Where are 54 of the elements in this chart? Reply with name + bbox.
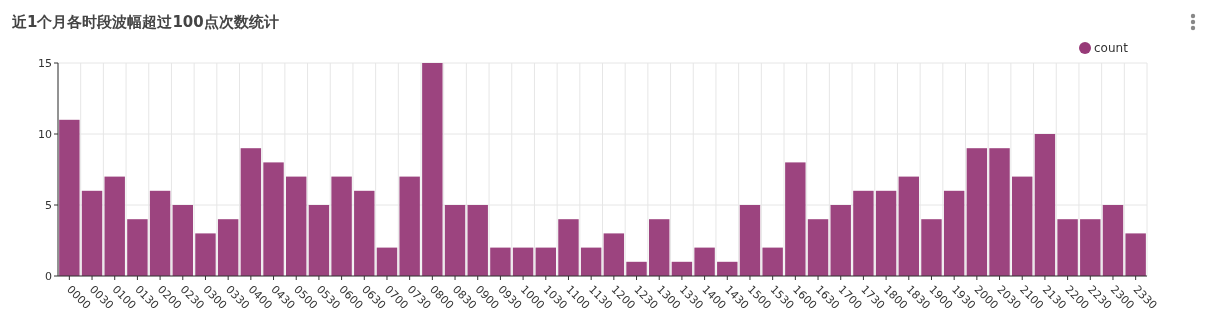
bar [444,205,466,276]
bar [467,205,488,276]
bar [308,205,330,276]
chart-title: 近1个月各时段波幅超过100点次数统计 [11,13,279,31]
bar [263,162,284,276]
bar [127,219,148,276]
bar [59,119,80,276]
bar [399,176,420,276]
bar [286,176,307,276]
bar [785,162,806,276]
bar [104,176,125,276]
bar [240,148,262,276]
bar [1102,205,1124,276]
bar [1012,176,1033,276]
bar [626,261,647,276]
y-tick-label: 0 [45,270,52,283]
bar [217,219,239,276]
bar [535,247,556,276]
bar [921,219,942,276]
bar [1034,134,1056,276]
bar [512,247,534,276]
bar [989,148,1010,276]
y-tick-label: 5 [45,199,52,212]
bar [830,205,851,276]
bar [580,247,602,276]
bar [1080,219,1101,276]
bar [81,190,103,276]
bar [649,219,670,276]
bar [898,176,919,276]
bar [671,261,693,276]
bar [853,190,874,276]
y-tick-label: 15 [38,57,52,70]
bar [966,148,988,276]
y-tick-label: 10 [38,128,52,141]
bar [943,190,965,276]
bar [422,63,443,276]
bar [490,247,511,276]
bar [376,247,398,276]
bar [331,176,352,276]
bar [558,219,579,276]
bar [694,247,715,276]
bar [603,233,625,276]
bar [195,233,216,276]
bar [172,205,193,276]
bar [807,219,829,276]
bar [762,247,783,276]
bar [149,190,171,276]
bar [739,205,761,276]
bar [354,190,375,276]
bar [875,190,897,276]
legend-label: count [1094,41,1129,55]
bar [1125,233,1146,276]
bar [1057,219,1078,276]
bar [717,261,738,276]
